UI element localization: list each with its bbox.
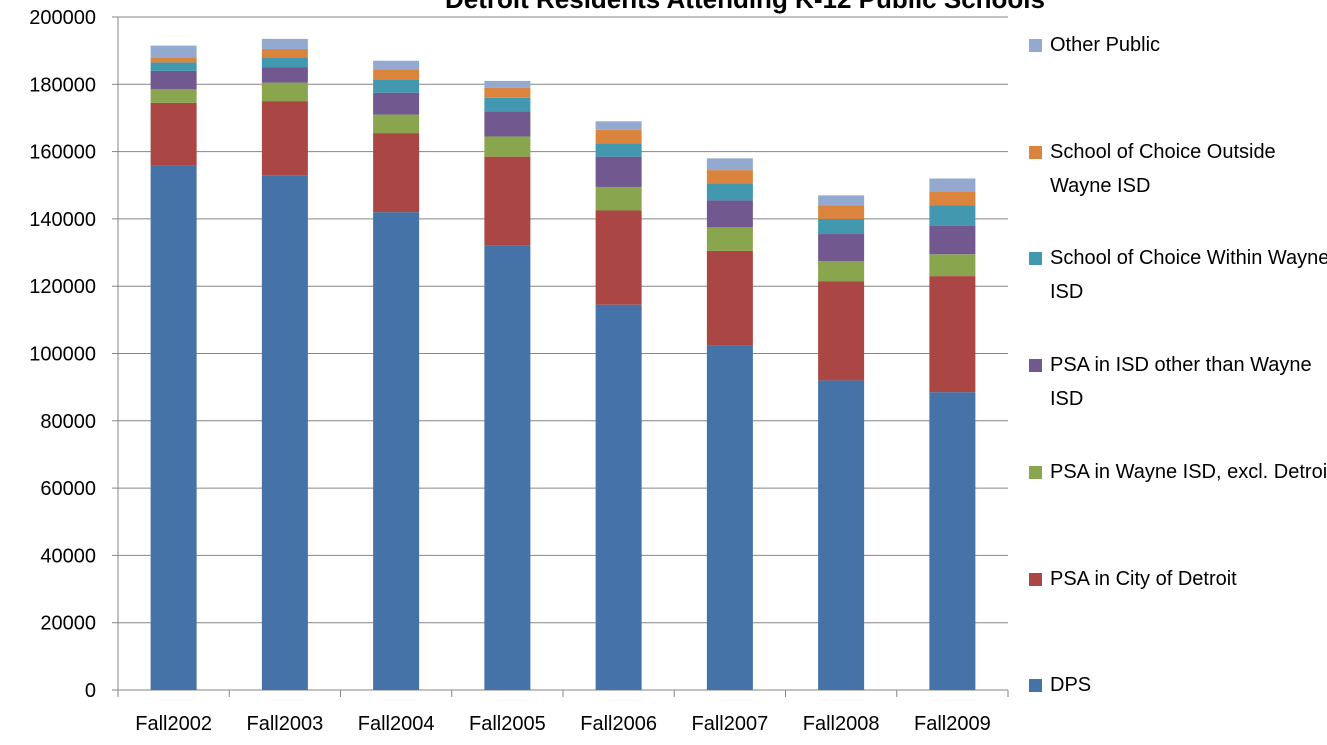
bar-segment (261, 57, 308, 68)
bar-segment (595, 143, 642, 157)
x-tick-label: Fall2007 (692, 713, 769, 735)
bar-segment (595, 186, 642, 211)
x-tick-label: Fall2006 (580, 713, 657, 735)
y-tick-label: 60000 (40, 478, 96, 500)
legend-swatch (1029, 359, 1042, 373)
bar-segment (373, 92, 420, 115)
bar-segment (818, 260, 865, 282)
bar-segment (484, 136, 531, 157)
legend-label: PSA in Wayne ISD, excl. Detroit (1050, 460, 1327, 483)
bar-segment (261, 38, 308, 49)
bar-segment (706, 170, 753, 184)
bar-segment (484, 87, 531, 98)
legend-swatch (1029, 145, 1042, 159)
bar-segment (929, 254, 976, 277)
y-tick-label: 200000 (29, 7, 96, 29)
bar-segment (484, 111, 531, 137)
x-tick-label: Fall2004 (358, 713, 435, 735)
bar-segment (484, 156, 531, 246)
bar-segment (150, 45, 197, 58)
bar-segment (706, 227, 753, 251)
bar-segment (484, 97, 531, 112)
bar-segment (150, 70, 197, 90)
bar-segment (261, 67, 308, 83)
legend-label: School of Choice Within Wayne ISD (1050, 247, 1327, 304)
bar-segment (484, 80, 531, 88)
y-tick-label: 0 (85, 680, 96, 702)
y-tick-label: 120000 (29, 276, 96, 298)
x-tick-label: Fall2009 (914, 713, 991, 735)
bar-segment (373, 69, 420, 80)
bar-segment (373, 114, 420, 134)
bar-segment (929, 225, 976, 255)
bar-segment (929, 178, 976, 192)
bar-segment (150, 62, 197, 71)
bar-segment (150, 102, 197, 166)
legend-swatch (1029, 679, 1042, 693)
bar-segment (929, 205, 976, 226)
legend-label: School of Choice Outside Wayne ISD (1050, 140, 1276, 197)
bar-segment (929, 392, 976, 690)
bar-segment (150, 165, 197, 690)
bar-segment (818, 218, 865, 235)
y-tick-label: 100000 (29, 344, 96, 366)
bar-segment (706, 250, 753, 346)
legend-swatch (1029, 572, 1042, 586)
bar-segment (261, 101, 308, 176)
bar-segment (373, 212, 420, 691)
y-tick-label: 40000 (40, 545, 96, 567)
y-tick-label: 180000 (29, 74, 96, 96)
bar-segment (818, 281, 865, 381)
bar-segment (818, 205, 865, 219)
bar-segment (261, 48, 308, 58)
bar-segment (595, 121, 642, 130)
bar-segment (706, 345, 753, 690)
y-tick-label: 140000 (29, 209, 96, 231)
legend-label: PSA in ISD other than Wayne ISD (1050, 354, 1312, 411)
x-tick-label: Fall2005 (469, 713, 546, 735)
bar-segment (818, 234, 865, 261)
bar-segment (373, 60, 420, 70)
y-tick-label: 80000 (40, 411, 96, 433)
bar-segment (706, 200, 753, 228)
legend-swatch (1029, 39, 1042, 52)
y-tick-label: 160000 (29, 142, 96, 164)
bar-segment (261, 175, 308, 690)
bar-segment (373, 79, 420, 93)
bar-segment (150, 89, 197, 103)
legend-label: DPS (1050, 674, 1092, 697)
bar-segment (595, 129, 642, 144)
legend-label: Other Public (1050, 34, 1161, 56)
bar-segment (595, 304, 642, 690)
bar-segment (818, 195, 865, 206)
bar-segment (929, 191, 976, 206)
legend-label: PSA in City of Detroit (1050, 567, 1237, 590)
bar-segment (595, 210, 642, 305)
bar-segment (484, 245, 531, 690)
bar-segment (706, 158, 753, 171)
bar-segment (150, 57, 197, 63)
x-tick-label: Fall2003 (247, 713, 324, 735)
bar-segment (595, 156, 642, 187)
legend-swatch (1029, 252, 1042, 266)
x-tick-label: Fall2002 (135, 713, 212, 735)
bar-segment (929, 276, 976, 393)
bar-segment (373, 133, 420, 213)
bar-segment (706, 183, 753, 201)
bar-segment (261, 82, 308, 102)
y-tick-label: 20000 (40, 613, 96, 635)
legend-swatch (1029, 465, 1042, 479)
chart-title: Detroit Residents Attending K-12 Public … (445, 0, 1045, 14)
x-tick-label: Fall2008 (803, 713, 880, 735)
bar-segment (818, 380, 865, 690)
